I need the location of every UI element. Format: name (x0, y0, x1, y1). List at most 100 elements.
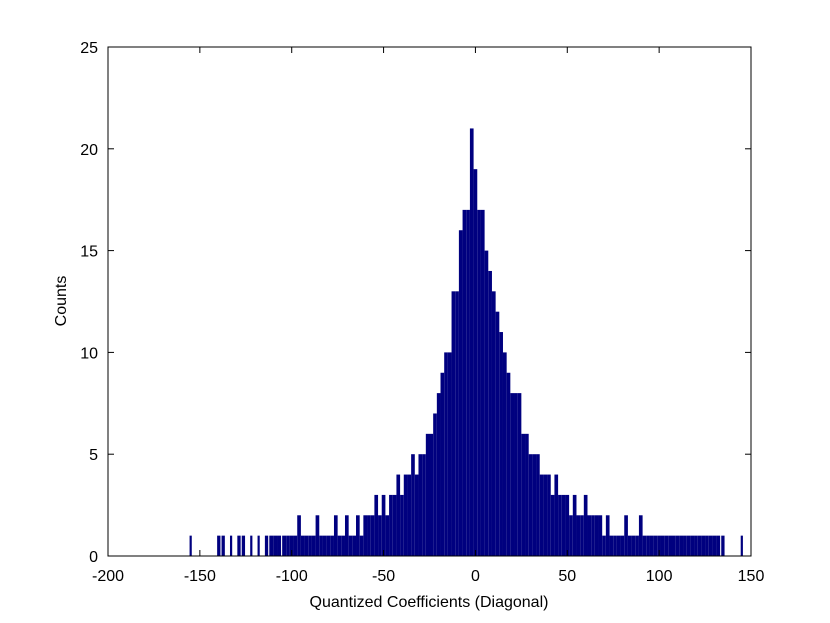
histogram-bar (330, 535, 334, 556)
histogram-bar (660, 535, 665, 556)
histogram-bar (418, 454, 423, 556)
histogram-bar (488, 270, 492, 556)
histogram-bar (576, 515, 581, 556)
histogram-bar (694, 535, 698, 556)
histogram-bar (616, 535, 621, 556)
histogram-bar (572, 494, 577, 556)
y-tick-label: 10 (80, 345, 98, 362)
histogram-bar (532, 454, 537, 556)
histogram-bar (591, 515, 595, 556)
histogram-bar (341, 535, 345, 556)
histogram-bar (550, 494, 555, 556)
histogram-bar (297, 515, 301, 556)
histogram-bar (344, 515, 349, 556)
histogram-bar (300, 535, 305, 556)
histogram-bar (613, 535, 617, 556)
histogram-bar (477, 209, 481, 556)
histogram-bar (286, 535, 290, 556)
x-tick-label: -100 (276, 568, 308, 585)
histogram-bar (396, 474, 401, 556)
histogram-bar (642, 535, 647, 556)
histogram-bar (686, 535, 691, 556)
histogram-bar (326, 535, 331, 556)
histogram-bar (609, 535, 614, 556)
histogram-bar (359, 535, 364, 556)
histogram-bar (627, 535, 632, 556)
histogram-bar (451, 291, 456, 556)
histogram-bar (319, 535, 323, 556)
histogram-bar (543, 474, 548, 556)
histogram-bar (510, 393, 514, 556)
histogram-bar (241, 535, 246, 556)
histogram-bar (649, 535, 654, 556)
histogram-bar (381, 494, 386, 556)
histogram-bar (315, 515, 320, 556)
y-axis-ticks: 0 5 10 15 20 25 (80, 40, 751, 566)
histogram-bar (311, 535, 316, 556)
histogram-bar (716, 535, 721, 556)
histogram-bar (491, 291, 496, 556)
histogram-bar (466, 209, 470, 556)
histogram-bar (668, 535, 672, 556)
histogram-bar (425, 433, 430, 556)
histogram-bar (264, 535, 269, 556)
histogram-bar (414, 474, 419, 556)
histogram-bar (558, 494, 562, 556)
histogram-bar (282, 535, 287, 556)
y-tick-label: 25 (80, 40, 98, 57)
histogram-bar (602, 535, 606, 556)
y-tick-label: 5 (89, 447, 98, 464)
histogram-bar (337, 535, 342, 556)
histogram-bar (237, 535, 241, 556)
histogram-bar (705, 535, 709, 556)
y-tick-label: 20 (80, 142, 98, 159)
histogram-bar (367, 515, 371, 556)
histogram-bar (697, 535, 702, 556)
histogram-bar (580, 515, 584, 556)
histogram-bar (462, 209, 467, 556)
histogram-bar (455, 291, 459, 556)
histogram-bar (631, 535, 636, 556)
y-axis-label: Counts (53, 276, 70, 327)
histogram-bar (269, 535, 274, 556)
histogram-bar (322, 535, 327, 556)
histogram-bar (333, 515, 338, 556)
histogram-bar (293, 535, 298, 556)
histogram-bar (473, 169, 478, 556)
histogram-bar (506, 372, 511, 556)
histogram-bar (189, 535, 192, 556)
histogram-bar (594, 515, 599, 556)
histogram-bar (484, 250, 489, 556)
x-tick-label: 50 (558, 568, 576, 585)
axes-box (107, 46, 752, 557)
histogram-bar (521, 433, 526, 556)
histogram-bar (348, 535, 353, 556)
x-tick-label: 150 (738, 568, 765, 585)
histogram-bar (308, 535, 312, 556)
histogram-bar (433, 413, 437, 556)
histogram-bar (469, 128, 474, 556)
histogram-bar (480, 209, 485, 556)
histogram-bar (653, 535, 658, 556)
histogram-bar (598, 515, 603, 556)
histogram-bar (528, 454, 533, 556)
histogram-bar (536, 454, 540, 556)
histogram-bar (690, 535, 695, 556)
histogram-bar (675, 535, 680, 556)
histogram-bar (250, 535, 253, 556)
histogram-bar (683, 535, 687, 556)
histogram-bar (277, 535, 282, 556)
histogram-bar (447, 352, 452, 556)
histogram-bar (525, 433, 529, 556)
histogram-bar (389, 494, 393, 556)
histogram-bar (624, 515, 628, 556)
x-tick-label: -150 (184, 568, 216, 585)
histogram-bar (221, 535, 225, 556)
histogram-bar (539, 474, 544, 556)
histogram-bar (392, 494, 397, 556)
histogram-bar (289, 535, 294, 556)
histogram-bar (273, 535, 278, 556)
histogram-bar (638, 515, 643, 556)
histogram-bar (385, 515, 390, 556)
histogram-bar (569, 515, 573, 556)
